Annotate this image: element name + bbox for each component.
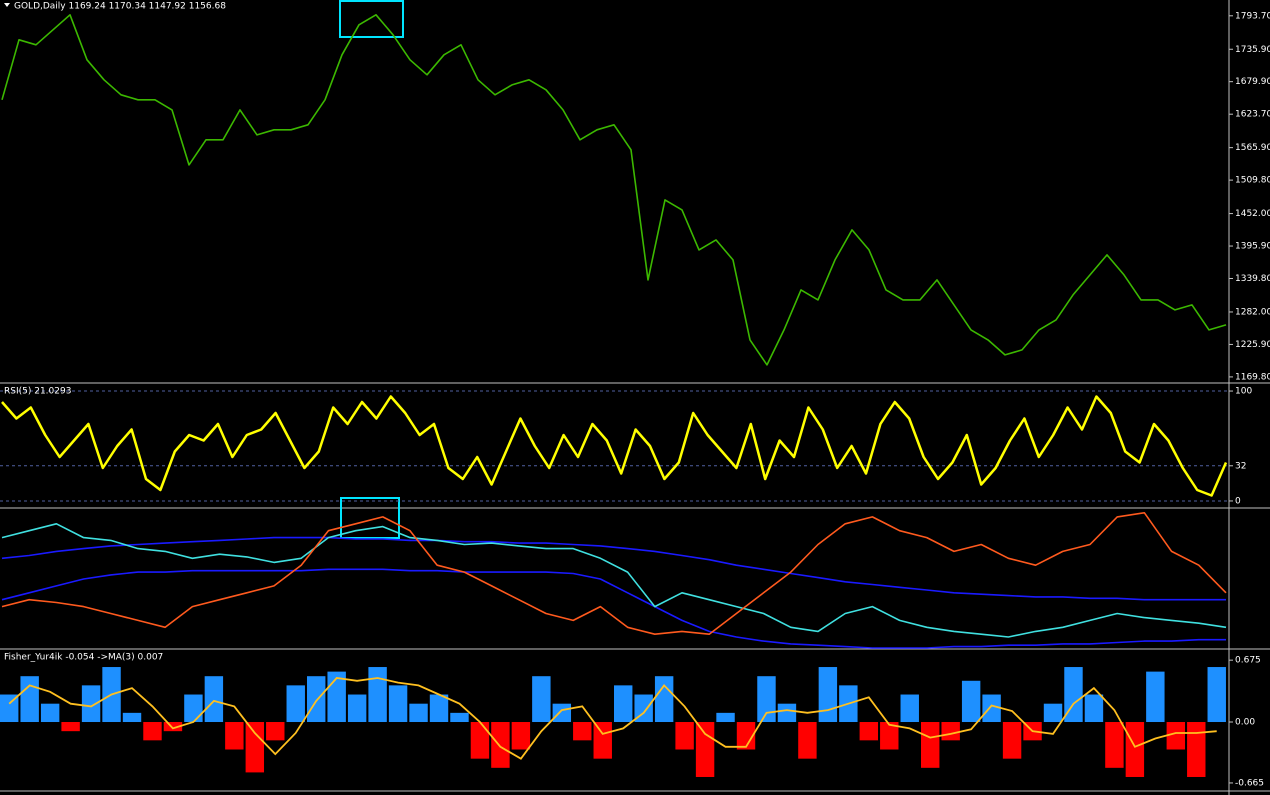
histogram-bar [143, 722, 162, 741]
histogram-bar [1146, 671, 1165, 723]
panel-title: GOLD,Daily 1169.24 1170.34 1147.92 1156.… [14, 2, 226, 12]
y-tick-label: 100 [1235, 387, 1252, 397]
histogram-bar [40, 703, 60, 723]
histogram-bar [0, 694, 19, 723]
y-tick-label: 1509.80 [1235, 176, 1270, 186]
histogram-bar [716, 712, 735, 723]
histogram-bar [368, 667, 387, 723]
histogram-bar [388, 685, 408, 723]
histogram-bar [654, 676, 674, 723]
histogram-bar [614, 685, 633, 723]
histogram-bar [777, 703, 797, 723]
histogram-bar [982, 694, 1001, 723]
y-tick-label: 1225.90 [1235, 340, 1270, 350]
histogram-bar [961, 680, 981, 723]
histogram-bar [204, 676, 224, 723]
histogram-bar [347, 694, 367, 723]
y-tick-label: 32 [1235, 461, 1246, 471]
histogram-bar [1105, 722, 1124, 768]
histogram-bar [695, 722, 715, 777]
y-tick-label: 0.00 [1235, 718, 1255, 728]
series-line [1, 511, 1227, 635]
series-line [1, 536, 1226, 601]
histogram-bar [941, 722, 960, 741]
histogram-bar [122, 712, 142, 723]
histogram-bar [675, 722, 694, 750]
y-tick-label: 1452.00 [1235, 209, 1270, 219]
histogram-bar [859, 722, 879, 741]
histogram-bar [798, 722, 817, 759]
histogram-bar [1064, 667, 1083, 723]
histogram-bar [921, 722, 940, 768]
histogram-bar [818, 667, 838, 723]
histogram-bar [266, 722, 285, 741]
series-line [1, 523, 1227, 638]
histogram-bar [736, 722, 756, 750]
histogram-bar [552, 703, 572, 723]
histogram-bar [1043, 703, 1063, 723]
y-tick-label: 1623.70 [1235, 110, 1270, 120]
histogram-bar [307, 676, 326, 723]
y-tick-label: 1735.90 [1235, 45, 1270, 55]
highlight-box [340, 497, 400, 539]
histogram-bar [1187, 722, 1206, 777]
ma-line [8, 677, 1217, 760]
menu-arrow[interactable] [4, 3, 10, 7]
histogram-bar [245, 722, 265, 773]
series-line [1, 395, 1228, 497]
histogram-bar [1166, 722, 1186, 750]
y-tick-label: 1169.80 [1235, 372, 1270, 382]
histogram-bar [532, 676, 551, 723]
histogram-bar [20, 676, 39, 723]
histogram-bar [163, 722, 183, 732]
histogram-bar [757, 676, 776, 723]
y-tick-label: 1395.90 [1235, 242, 1270, 252]
histogram-bar [880, 722, 899, 750]
histogram-bar [225, 722, 244, 750]
histogram-bar [286, 685, 305, 723]
histogram-bar [470, 722, 490, 759]
histogram-bar [409, 703, 428, 723]
histogram-bar [81, 685, 101, 723]
histogram-bar [61, 722, 80, 732]
y-tick-label: 1565.90 [1235, 143, 1270, 153]
y-tick-label: 0.675 [1235, 656, 1261, 666]
histogram-bar [511, 722, 531, 750]
histogram-bar [429, 694, 449, 723]
y-tick-label: -0.665 [1235, 778, 1264, 788]
histogram-bar [1002, 722, 1022, 759]
histogram-bar [573, 722, 592, 741]
y-tick-label: 0 [1235, 496, 1241, 506]
histogram-bar [593, 722, 612, 759]
histogram-bar [900, 694, 919, 723]
histogram-bar [450, 712, 469, 723]
y-tick-label: 1793.70 [1235, 11, 1270, 21]
panel-title: Fisher_Yur4ik -0.054 ->MA(3) 0.007 [4, 653, 163, 663]
series-line [1, 14, 1227, 366]
series-line [1, 568, 1226, 649]
histogram-bar [634, 694, 653, 723]
y-tick-label: 1339.80 [1235, 274, 1270, 284]
y-tick-label: 1282.00 [1235, 307, 1270, 317]
y-tick-label: 1679.90 [1235, 77, 1270, 87]
histogram-bar [184, 694, 203, 723]
histogram-bar [1125, 722, 1145, 777]
panel-title: RSI(5) 21.0293 [4, 387, 71, 397]
histogram-bar [491, 722, 510, 768]
histogram-bar [1207, 667, 1226, 723]
histogram-bar [1084, 694, 1104, 723]
highlight-box [339, 0, 404, 38]
